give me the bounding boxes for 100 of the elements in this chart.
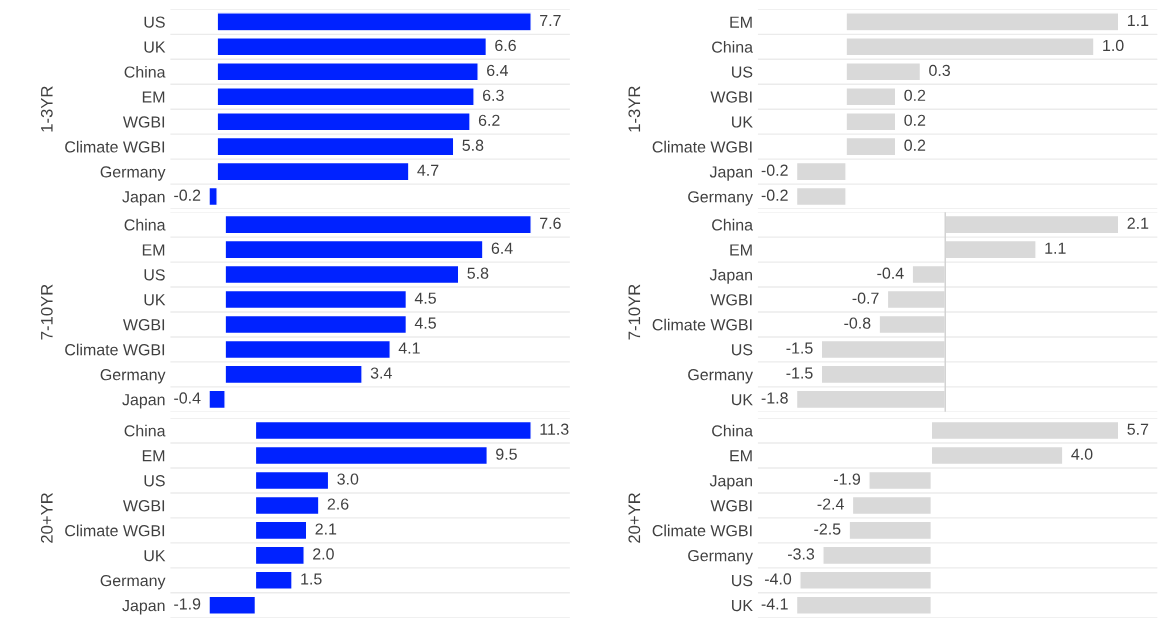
data-label: 5.7 [1127,423,1149,435]
y-tick-label: EM [142,244,165,256]
y-tick-label: WGBI [122,500,165,512]
data-label: -4.1 [761,598,788,610]
y-tick-label: EM [730,450,752,462]
y-tick-label: China [712,41,754,53]
y-tick-label: China [712,424,754,437]
data-label: 9.5 [496,448,517,460]
bar [208,595,257,615]
bar [208,389,226,410]
data-label: 4.5 [414,317,436,329]
y-tick-label: Japan [709,166,752,181]
data-label: 6.2 [478,114,500,126]
data-label: 0.2 [904,139,926,151]
data-label: -3.3 [787,548,815,560]
data-label: 5.8 [462,139,484,151]
bar [216,136,455,157]
y-tick-label: WGBI [710,294,752,306]
y-tick-label: US [144,475,165,487]
bar [216,87,475,107]
data-label: -1.8 [761,392,788,404]
bar [224,339,391,360]
bar [795,186,847,207]
data-label: 7.6 [540,217,561,229]
y-axis-title: 1-3YR [40,86,53,132]
bar [224,264,460,285]
y-tick-label: EM [142,450,165,462]
bar [216,111,471,132]
y-tick-label: Japan [122,394,165,409]
y-tick-label: UK [732,116,753,128]
y-tick-label: US [732,66,753,78]
bar [224,314,408,335]
y-tick-label: US [144,16,165,28]
data-label: 7.7 [540,14,561,26]
bar [208,186,218,207]
data-label: -1.5 [786,342,813,354]
data-label: 6.4 [487,64,508,77]
data-label: -1.5 [786,367,813,379]
bar [254,470,330,491]
data-label: -0.7 [852,292,879,304]
data-label: 0.3 [929,64,951,77]
data-label: 2.6 [327,498,349,510]
bar [254,520,308,541]
y-tick-label: China [124,218,166,231]
data-label: -4.0 [764,573,792,585]
y-tick-label: Climate WGBI [652,318,752,331]
bar [224,214,532,235]
y-tick-label: UK [732,394,753,406]
data-label: 4.1 [398,342,420,354]
y-tick-label: WGBI [122,116,165,128]
bar [216,62,479,82]
y-tick-label: Japan [122,191,165,206]
bar [795,161,847,182]
bar [224,364,363,385]
bar [216,161,410,182]
y-tick-label: WGBI [122,319,165,331]
y-tick-label: US [732,574,753,587]
y-tick-label: Germany [688,369,753,384]
y-tick-label: US [732,344,753,356]
bar [845,12,1120,32]
bar [254,495,320,516]
y-axis-title: 20+YR [40,492,53,543]
y-axis-title: 7-10YR [40,284,53,340]
data-label: 1.1 [1127,14,1149,26]
data-label: -2.4 [817,498,844,510]
y-tick-label: China [124,424,166,437]
data-label: 4.0 [1071,448,1093,460]
data-label: 0.2 [904,89,926,102]
data-label: 1.0 [1103,39,1124,52]
y-tick-label: Germany [688,549,753,565]
y-tick-label: WGBI [710,91,752,103]
y-tick-label: China [124,65,166,78]
data-label: 2.1 [315,523,337,535]
y-tick-label: UK [732,600,753,612]
bar [254,570,293,591]
data-label: 3.4 [370,367,392,379]
y-tick-label: Climate WGBI [652,140,752,153]
data-label: -0.4 [877,267,904,279]
data-label: 5.8 [467,267,489,279]
data-label: 6.6 [495,39,516,52]
y-tick-label: EM [142,91,165,103]
bar [845,87,897,107]
bar [254,545,305,566]
y-tick-label: Climate WGBI [65,343,165,356]
data-label: 0.2 [904,114,926,126]
bar [845,136,897,157]
data-label: 1.5 [301,573,322,585]
y-tick-label: Japan [122,600,165,615]
bar [254,445,488,466]
y-tick-label: EM [730,244,752,256]
data-label: 6.4 [491,242,513,254]
y-tick-label: UK [144,41,166,53]
data-label: 6.3 [482,89,504,102]
data-label: 4.5 [414,292,436,304]
y-tick-label: Japan [709,269,752,284]
y-tick-label: US [144,269,165,281]
y-axis-title: 20+YR [628,492,641,543]
y-tick-label: UK [144,550,166,562]
bar [216,37,488,57]
bar [254,420,532,441]
